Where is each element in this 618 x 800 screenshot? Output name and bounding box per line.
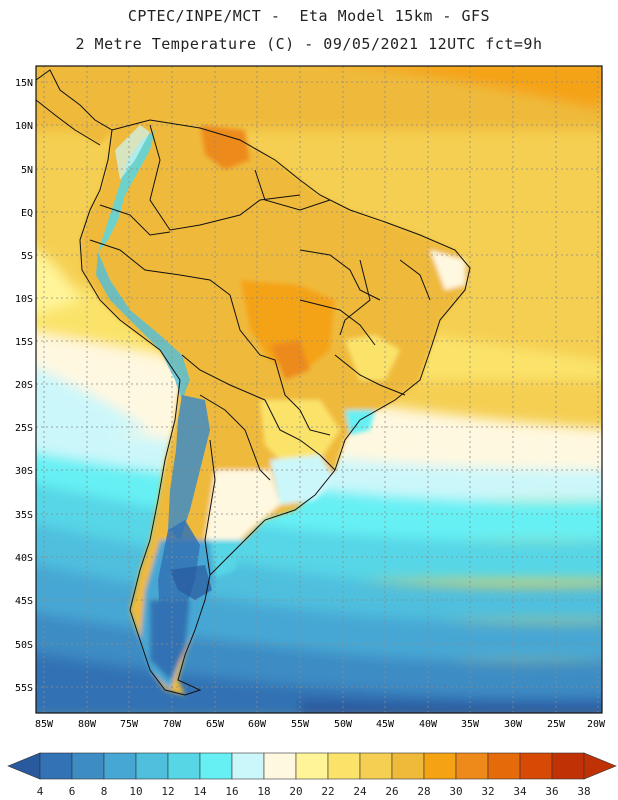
colorbar-tick-label: 10 — [129, 785, 142, 798]
colorbar-swatch — [71, 752, 105, 780]
colorbar-tick-label: 4 — [37, 785, 44, 798]
colorbar-ticks: 4 6 8 10 12 14 16 18 20 22 24 26 28 30 32 34 36 38 — [37, 785, 591, 798]
colorbar-swatch — [487, 752, 521, 780]
colorbar-swatch — [199, 752, 233, 780]
colorbar-tick-label: 22 — [321, 785, 334, 798]
colorbar-arrow-high — [583, 752, 617, 780]
graticule — [36, 66, 602, 713]
lon-label: 80W — [78, 719, 97, 730]
lon-label: 25W — [547, 719, 566, 730]
colorbar-tick-label: 36 — [545, 785, 558, 798]
colorbar-tick-label: 34 — [513, 785, 527, 798]
colorbar-tick-label: 30 — [449, 785, 462, 798]
lat-label: 25S — [15, 423, 33, 434]
lat-label: 55S — [15, 683, 33, 694]
colorbar-swatch — [39, 752, 73, 780]
latitude-axis: 15N 10N 5N EQ 5S 10S 15S 20S 25S 30S 35S… — [15, 78, 33, 694]
lat-label: 10S — [15, 294, 33, 305]
lon-label: 30W — [504, 719, 523, 730]
lat-label: 15N — [15, 78, 33, 89]
lat-label: 45S — [15, 596, 33, 607]
lat-label: 20S — [15, 380, 33, 391]
colorbar-tick-label: 26 — [385, 785, 398, 798]
colorbar-swatch — [551, 752, 585, 780]
map-title-line1: CPTEC/INPE/MCT - Eta Model 15km - GFS — [127, 7, 491, 25]
lat-label: 40S — [15, 553, 33, 564]
lat-label: 5S — [21, 251, 33, 262]
longitude-axis: 85W 80W 75W 70W 65W 60W 55W 50W 45W 40W … — [35, 719, 606, 730]
colorbar-swatch — [263, 752, 297, 780]
temperature-field — [36, 66, 602, 713]
colorbar-tick-label: 28 — [417, 785, 430, 798]
colorbar-tick-label: 24 — [353, 785, 367, 798]
colorbar-swatch — [423, 752, 457, 780]
lat-label: EQ — [21, 208, 33, 219]
country-borders — [36, 69, 471, 696]
colorbar-tick-label: 38 — [577, 785, 590, 798]
lat-label: 30S — [15, 466, 33, 477]
colorbar-swatch — [231, 752, 265, 780]
colorbar-swatches — [7, 752, 617, 780]
colorbar-swatch — [135, 752, 169, 780]
colorbar-swatch — [391, 752, 425, 780]
lon-label: 50W — [334, 719, 353, 730]
lat-label: 10N — [15, 121, 33, 132]
colorbar-tick-label: 12 — [161, 785, 174, 798]
colorbar-swatch — [167, 752, 201, 780]
lon-label: 65W — [206, 719, 225, 730]
lat-label: 5N — [21, 165, 33, 176]
lon-label: 20W — [587, 719, 606, 730]
colorbar-tick-label: 32 — [481, 785, 494, 798]
lat-label: 15S — [15, 337, 33, 348]
lon-label: 35W — [461, 719, 480, 730]
colorbar-tick-label: 14 — [193, 785, 207, 798]
colorbar-swatch — [327, 752, 361, 780]
colorbar: 4 6 8 10 12 14 16 18 20 22 24 26 28 30 32 34 36 38 — [7, 752, 617, 798]
colorbar-tick-label: 8 — [101, 785, 108, 798]
lon-label: 45W — [376, 719, 395, 730]
colorbar-tick-label: 18 — [257, 785, 270, 798]
lon-label: 40W — [419, 719, 438, 730]
lon-label: 55W — [291, 719, 310, 730]
colorbar-swatch — [455, 752, 489, 780]
lon-label: 70W — [163, 719, 182, 730]
colorbar-swatch — [103, 752, 137, 780]
colorbar-swatch — [519, 752, 553, 780]
colorbar-swatch — [359, 752, 393, 780]
lon-label: 75W — [120, 719, 139, 730]
colorbar-arrow-low — [7, 752, 41, 780]
temperature-map: 15N 10N 5N EQ 5S 10S 15S 20S 25S 30S 35S… — [15, 65, 606, 730]
lon-label: 85W — [35, 719, 54, 730]
colorbar-tick-label: 6 — [69, 785, 76, 798]
map-title-line2: 2 Metre Temperature (C) - 09/05/2021 12U… — [75, 35, 543, 53]
colorbar-tick-label: 16 — [225, 785, 238, 798]
colorbar-swatch — [295, 752, 329, 780]
lat-label: 35S — [15, 510, 33, 521]
map-frame — [35, 65, 603, 714]
lon-label: 60W — [248, 719, 267, 730]
colorbar-tick-label: 20 — [289, 785, 302, 798]
lat-label: 50S — [15, 640, 33, 651]
